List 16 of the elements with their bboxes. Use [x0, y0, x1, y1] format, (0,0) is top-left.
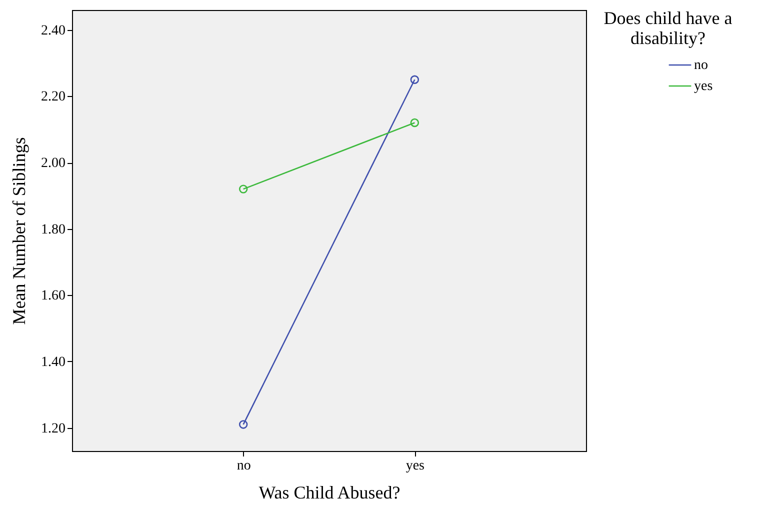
x-axis-title: Was Child Abused?: [258, 482, 400, 502]
y-tick-label: 1.40: [41, 354, 66, 370]
legend-label: yes: [694, 79, 713, 94]
y-tick-label: 2.40: [41, 23, 66, 38]
y-tick-label: 1.20: [41, 421, 66, 436]
y-tick-label: 1.80: [41, 222, 66, 238]
point: [238, 184, 248, 194]
y-tick-label: 2.00: [41, 156, 66, 172]
y-tick-label: 1.60: [41, 288, 66, 304]
y-tick-label: 2.20: [41, 90, 66, 105]
y-axis-title: Mean Number of Siblings: [9, 137, 29, 325]
point: [410, 118, 420, 128]
legend-title: Does child have a disability?: [604, 8, 732, 48]
point: [410, 75, 420, 84]
legend-label: no: [694, 58, 708, 73]
point: [238, 420, 248, 429]
